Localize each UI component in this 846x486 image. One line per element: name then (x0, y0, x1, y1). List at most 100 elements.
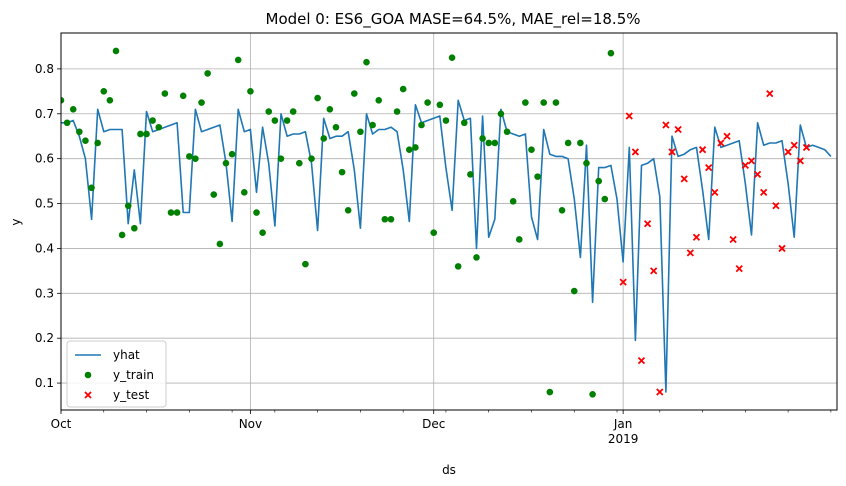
y-train-point (332, 123, 340, 131)
y-train-point (607, 49, 615, 57)
y-test-point (723, 132, 731, 140)
y-test-point (772, 202, 780, 210)
y-train-point (350, 90, 358, 97)
y-train-point (540, 99, 548, 106)
x-tick-label: Oct (51, 417, 72, 431)
y-train-point (289, 108, 297, 115)
y-train-point (564, 139, 572, 147)
y-train-point (326, 105, 334, 113)
y-train-point (344, 206, 352, 214)
y-train-point (63, 119, 71, 127)
y-train-point (131, 224, 138, 232)
y-train-point (577, 139, 584, 147)
y-test-point (686, 249, 694, 257)
y-train-point (363, 58, 370, 66)
y-test-point (741, 161, 749, 170)
y-train-point (112, 47, 120, 55)
y-train-point (228, 150, 236, 158)
y-test-point (625, 112, 633, 120)
y-train-point (124, 202, 132, 210)
y-train-point (198, 99, 205, 106)
legend-label: y_test (113, 388, 149, 402)
y-test-point (656, 388, 664, 396)
y-train-point (454, 263, 462, 270)
y-tick-label: 0.3 (35, 286, 54, 300)
y-train-point (118, 231, 126, 239)
y-train-point (601, 195, 609, 203)
y-train-point (179, 92, 187, 100)
legend-marker-y-train (84, 371, 92, 379)
x-tick-sublabel: 2019 (608, 432, 639, 446)
y-train-point (137, 130, 144, 138)
chart-title: Model 0: ES6_GOA MASE=64.5%, MAE_rel=18.… (266, 10, 641, 29)
y-train-point (149, 117, 156, 124)
y-train-point (204, 70, 211, 77)
y-train-point (503, 128, 511, 136)
y-train-point (497, 110, 505, 118)
y-train-point (546, 388, 554, 396)
y-train-point (412, 144, 419, 151)
y-test-point (619, 278, 627, 286)
x-tick-label: Nov (239, 417, 262, 431)
y-train-point (375, 97, 383, 104)
axes (60, 32, 838, 411)
y-train-point (491, 139, 499, 147)
y-train-point (192, 155, 199, 162)
y-train-point (357, 128, 364, 136)
y-test-point (747, 157, 756, 165)
y-test-point (674, 125, 682, 134)
y-test-point (760, 188, 768, 196)
y-tick-label: 0.8 (35, 62, 54, 76)
y-train-point (167, 209, 175, 216)
y-train-point (393, 108, 401, 115)
y-test-point (717, 139, 725, 147)
y-train-point (216, 240, 224, 248)
y-train-point (430, 229, 438, 237)
y-train-point (283, 117, 291, 124)
yhat-line (61, 99, 832, 393)
y-test-point (766, 89, 774, 98)
y-train-point (558, 206, 566, 214)
y-train-point (515, 236, 523, 243)
y-tick-label: 0.4 (35, 241, 54, 255)
y-test-point (662, 121, 670, 129)
y-train-point (94, 139, 101, 147)
y-train-point (583, 159, 590, 167)
y-train-point (460, 119, 468, 127)
y-tick-label: 0.5 (35, 197, 54, 211)
y-train-point (473, 254, 480, 261)
y-test-point (643, 220, 652, 228)
x-axis-label: ds (442, 463, 456, 477)
y-train-point (552, 99, 560, 106)
y-train-point (595, 177, 603, 185)
axes-frame (60, 32, 838, 411)
y-train-point (424, 99, 431, 106)
legend-marker-y-test (84, 391, 92, 399)
y-test-point (790, 141, 798, 149)
y-train-point (338, 168, 346, 176)
y-train-point (265, 108, 273, 115)
y-test-point (637, 356, 646, 365)
y-test-point (692, 233, 701, 241)
y-train-point (88, 184, 95, 192)
y-test-point (668, 148, 676, 156)
y-train-point (399, 85, 407, 93)
plot-area (61, 47, 832, 398)
legend-label: yhat (113, 348, 140, 362)
legend-label: y_train (113, 368, 154, 382)
y-train-point (485, 139, 493, 147)
y-train-point (210, 191, 218, 198)
y-test-point (631, 148, 639, 156)
y-train-point (387, 215, 395, 223)
y-train-point (320, 135, 328, 142)
y-train-point (222, 159, 230, 167)
y-tick-label: 0.7 (35, 107, 54, 121)
y-test-point (650, 267, 658, 275)
y-tick-label: 0.2 (35, 331, 54, 345)
y-train-point (186, 153, 193, 160)
y-train-point (570, 287, 578, 295)
y-train-point (143, 130, 150, 138)
y-train-point (314, 94, 321, 102)
